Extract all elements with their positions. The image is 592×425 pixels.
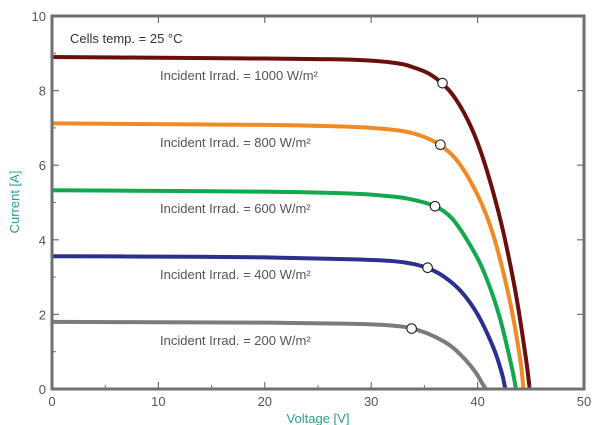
x-tick-label: 20 [258,394,272,409]
mpp-points-layer [406,77,448,334]
series-line [51,188,518,390]
y-tick-label: 0 [39,382,46,397]
series-label: Incident Irrad. = 800 W/m² [160,135,311,150]
series-label: Incident Irrad. = 600 W/m² [160,201,311,216]
x-tick-label: 40 [470,394,484,409]
cells-temp-annotation: Cells temp. = 25 °C [70,31,183,46]
mpp-point [429,200,441,212]
x-tick-label: 10 [151,394,165,409]
series-line [51,55,532,390]
series-label: Incident Irrad. = 400 W/m² [160,267,311,282]
plot-frame [50,14,586,391]
mpp-point [437,77,448,89]
mpp-point [422,262,433,274]
series-line [51,121,526,390]
x-tick-label: 0 [48,394,55,409]
y-tick-label: 10 [32,9,46,24]
x-tick-label: 50 [577,394,591,409]
y-axis-title: Current [A] [7,171,22,234]
mpp-point [406,323,417,334]
curve-labels-layer: Incident Irrad. = 1000 W/m² Incident Irra… [160,68,319,348]
y-tick-label: 8 [39,84,46,99]
x-tick-label: 30 [364,394,378,409]
x-axis-title: Voltage [V] [287,411,350,425]
mpp-point [435,139,446,151]
y-tick-label: 2 [39,307,46,322]
y-tick-label: 4 [39,233,46,248]
series-label: Incident Irrad. = 1000 W/m² [160,68,319,83]
tick-labels-layer: 0 10 20 30 40 50 0 2 4 6 8 10 [32,9,592,409]
series-label: Incident Irrad. = 200 W/m² [160,333,311,348]
y-tick-label: 6 [39,158,46,173]
